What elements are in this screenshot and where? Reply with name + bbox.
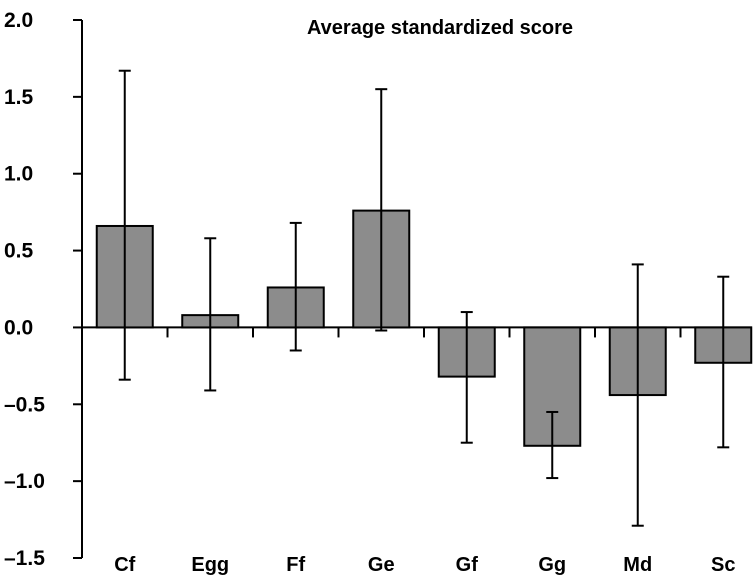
- y-tick-label: –1.0: [4, 470, 45, 493]
- chart-title: Average standardized score: [307, 17, 573, 39]
- axes: [73, 19, 752, 559]
- y-tick-label: 0.5: [4, 240, 34, 263]
- y-tick-label: –0.5: [4, 393, 45, 416]
- category-label-ge: Ge: [368, 554, 395, 576]
- category-label-ff: Ff: [286, 554, 305, 576]
- category-label-sc: Sc: [711, 554, 735, 576]
- y-tick-label: 1.5: [4, 86, 34, 109]
- category-label-gf: Gf: [456, 554, 479, 576]
- y-tick-label: 1.0: [4, 163, 33, 186]
- category-label-cf: Cf: [114, 554, 135, 576]
- error-bars: [118, 69, 730, 527]
- category-label-md: Md: [623, 554, 652, 576]
- category-label-egg: Egg: [191, 554, 229, 576]
- y-tick-label: 2.0: [4, 9, 33, 32]
- y-tick-label: 0.0: [4, 316, 33, 339]
- y-tick-label: –1.5: [4, 547, 45, 570]
- labels: 2.0 1.5 1.0 0.5 0.0 –0.5 –1.0 –1.5 Cf Egg Ff Ge Gf Gg…: [4, 9, 735, 576]
- category-label-gg: Gg: [538, 554, 566, 576]
